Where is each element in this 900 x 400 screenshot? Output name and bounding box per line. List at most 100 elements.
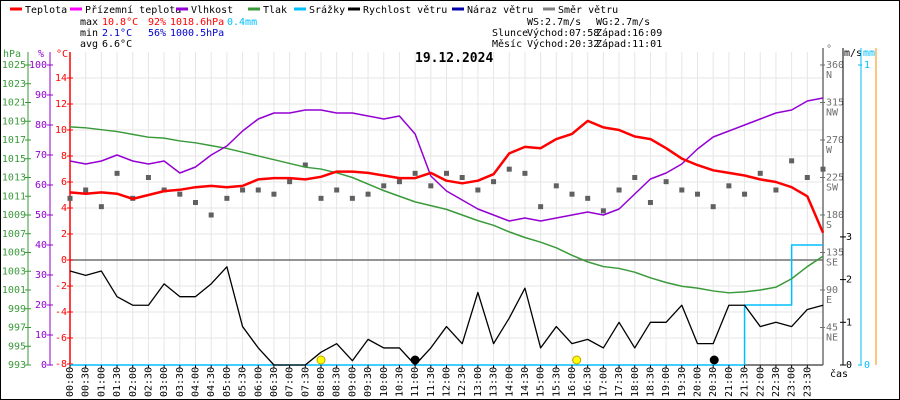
stats-block: max 10.8°C 92% 1018.6hPa 0.4mm min 2.1°C…	[80, 17, 257, 50]
x-tick-label: 15:30	[551, 367, 562, 397]
moonset-time: Západ:11:01	[596, 38, 662, 50]
direction-tick-label: 270	[826, 135, 844, 146]
x-tick-label: 06:30	[269, 367, 280, 397]
wind-tick-label: 2	[846, 275, 852, 286]
wind-direction-point	[334, 187, 340, 193]
humidity-tick-label: 10	[35, 330, 47, 341]
x-tick-label: 09:00	[347, 367, 358, 397]
wind-direction-point	[506, 166, 512, 172]
wind-direction-point	[240, 187, 246, 193]
x-tick-label: 07:00	[285, 367, 296, 397]
direction-tick-label: 315	[826, 98, 844, 109]
pressure-tick-label: 1011	[2, 191, 26, 202]
x-tick-label: 19:00	[661, 367, 672, 397]
x-tick-label: 11:30	[426, 367, 437, 397]
pressure-tick-label: 1015	[2, 154, 26, 165]
x-tick-label: 14:30	[520, 367, 531, 397]
x-tick-label: 12:00	[442, 367, 453, 397]
stats-min-label: min	[80, 28, 98, 39]
wind-direction-point	[224, 195, 230, 201]
wind-direction-point	[444, 170, 449, 176]
stats-max-press: 1018.6hPa	[170, 17, 224, 28]
direction-axis-unit: °	[826, 44, 832, 55]
wind-direction-point	[491, 179, 497, 185]
temperature-tick-label: -4	[55, 307, 67, 318]
pressure-tick-label: 997	[8, 323, 26, 334]
stats-min-press: 1000.5hPa	[170, 28, 224, 39]
wind-direction-point	[475, 187, 481, 193]
humidity-tick-label: 40	[35, 240, 47, 251]
x-tick-label: 19:30	[677, 367, 688, 397]
legend-label: Srážky	[309, 4, 345, 16]
direction-tick-compass: E	[826, 295, 832, 306]
temperature-tick-label: 14	[55, 73, 67, 84]
wind-direction-point	[789, 158, 795, 164]
wind-direction-point	[647, 200, 653, 205]
legend-label: Přízemní teplota	[85, 4, 181, 16]
sun-label: Slunce	[492, 28, 528, 39]
stats-max-rain: 0.4mm	[227, 17, 257, 28]
humidity-tick-label: 20	[35, 300, 47, 311]
x-tick-label: 04:30	[206, 367, 217, 397]
rain-tick-label: 0	[864, 360, 870, 371]
wind-direction-point	[67, 195, 73, 201]
humidity-tick-label: 100	[29, 60, 47, 71]
moonrise-time: Východ:20:32	[527, 38, 599, 50]
stats-max-label: max	[80, 17, 98, 28]
direction-tick-label: 90	[826, 285, 838, 296]
series	[67, 97, 826, 366]
wind-direction-point	[271, 191, 277, 197]
axes: hPa1025102310211019101710151013101110091…	[2, 44, 877, 371]
pressure-axis-unit: hPa	[3, 49, 21, 60]
x-tick-label: 21:00	[724, 367, 735, 397]
wind-direction-point	[396, 179, 402, 185]
moonrise-marker	[709, 355, 719, 365]
x-tick-label: 23:00	[787, 367, 798, 397]
legend-label: Směr větru	[558, 4, 618, 16]
x-tick-label: 05:00	[222, 367, 233, 397]
temperature-tick-label: 10	[55, 125, 67, 136]
x-tick-label: 10:30	[394, 367, 405, 397]
x-tick-label: 20:30	[708, 367, 719, 397]
x-tick-label: 20:00	[693, 367, 704, 397]
wind-tick-label: 3	[846, 232, 852, 243]
sunset-time: Západ:16:09	[596, 27, 662, 39]
x-tick-label: 23:30	[802, 367, 813, 397]
legend-label: Náraz větru	[467, 4, 533, 16]
pressure-tick-label: 1023	[2, 79, 26, 90]
wind-direction-point	[255, 187, 261, 193]
direction-tick-compass: NE	[826, 333, 838, 344]
humidity-tick-label: 70	[35, 150, 47, 161]
stats-max-hum: 92%	[148, 17, 166, 28]
temperature-tick-label: -6	[55, 333, 67, 344]
direction-tick-label: 225	[826, 173, 844, 184]
direction-tick-compass: N	[826, 70, 832, 81]
direction-tick-compass: NW	[826, 108, 839, 119]
wind-gust-readout: WG:2.7m/s	[596, 17, 650, 28]
wind-direction-point	[349, 195, 355, 201]
stats-min-hum: 56%	[148, 28, 166, 39]
humidity-tick-label: 0	[41, 360, 47, 371]
temperature-tick-label: -8	[55, 359, 67, 370]
pressure-tick-label: 1013	[2, 173, 26, 184]
x-tick-label: 11:00	[410, 367, 421, 397]
x-tick-label: 00:00	[65, 367, 76, 397]
wind-direction-point	[616, 187, 622, 193]
direction-tick-compass: SE	[826, 258, 838, 269]
wind-direction-point	[726, 183, 732, 189]
pressure-tick-label: 1021	[2, 98, 26, 109]
x-tick-label: 17:00	[598, 367, 609, 397]
rain-axis-unit: mm	[863, 48, 875, 59]
x-tick-label: 02:30	[143, 367, 154, 397]
x-tick-label: 15:00	[536, 367, 547, 397]
pressure-tick-label: 1017	[2, 135, 26, 146]
x-tick-label: 03:30	[175, 367, 186, 397]
wind-direction-point	[585, 195, 591, 201]
x-tick-label: 08:30	[332, 367, 343, 397]
x-tick-label: 16:00	[567, 367, 578, 397]
wind-direction-point	[679, 187, 685, 193]
temperature-tick-label: -2	[55, 281, 67, 292]
stats-max-temp: 10.8°C	[102, 17, 138, 28]
direction-tick-compass: SW	[826, 183, 839, 194]
wind-direction-point	[177, 191, 183, 197]
